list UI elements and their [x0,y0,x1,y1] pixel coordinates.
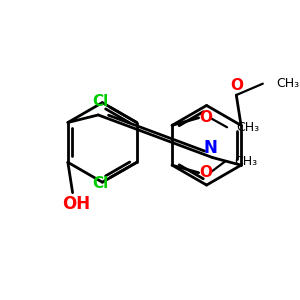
Text: OH: OH [62,195,91,213]
Text: O: O [200,165,213,180]
Text: O: O [230,78,243,93]
Text: N: N [204,139,218,157]
Text: O: O [200,110,213,125]
Text: Cl: Cl [93,94,109,109]
Text: CH₃: CH₃ [276,77,299,90]
Text: CH₃: CH₃ [235,155,258,168]
Text: CH₃: CH₃ [236,121,260,134]
Text: Cl: Cl [93,176,109,191]
